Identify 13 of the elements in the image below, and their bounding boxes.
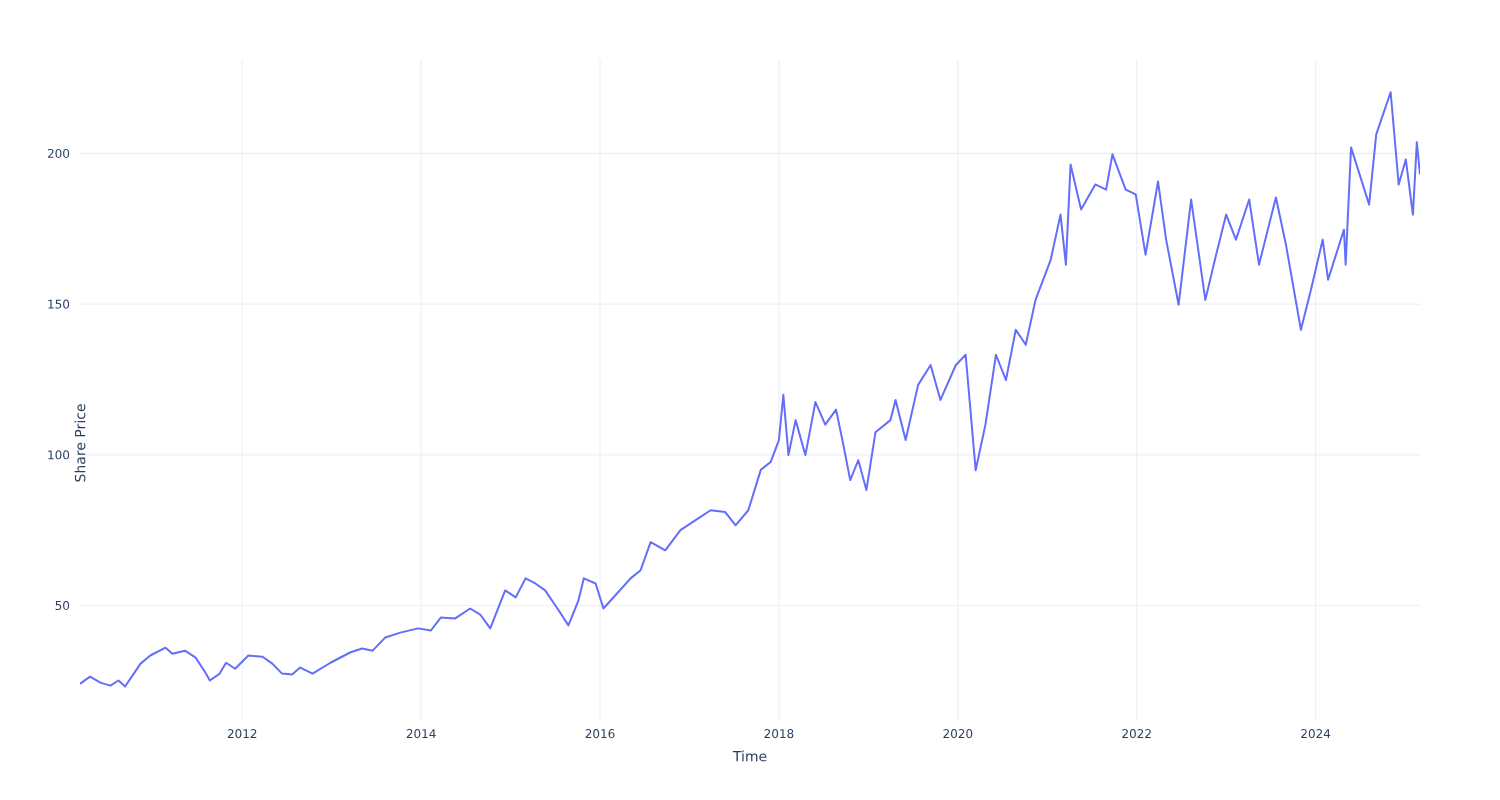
x-axis-title: Time [732, 750, 767, 762]
y-tick-label: 50 [55, 600, 70, 610]
y-tick-label: 100 [48, 450, 70, 460]
x-tick-label: 2020 [943, 729, 973, 739]
x-tick-label: 2022 [1122, 729, 1151, 739]
x-tick-label: 2014 [406, 729, 436, 739]
y-tick-label: 200 [47, 148, 70, 158]
y-axis-title: Share Price [74, 404, 86, 482]
x-tick-label: 2012 [227, 729, 257, 739]
y-tick-label: 150 [48, 299, 70, 309]
x-tick-label: 2024 [1301, 729, 1331, 739]
x-tick-label: 2016 [585, 729, 615, 739]
x-tick-label: 2018 [764, 729, 794, 739]
